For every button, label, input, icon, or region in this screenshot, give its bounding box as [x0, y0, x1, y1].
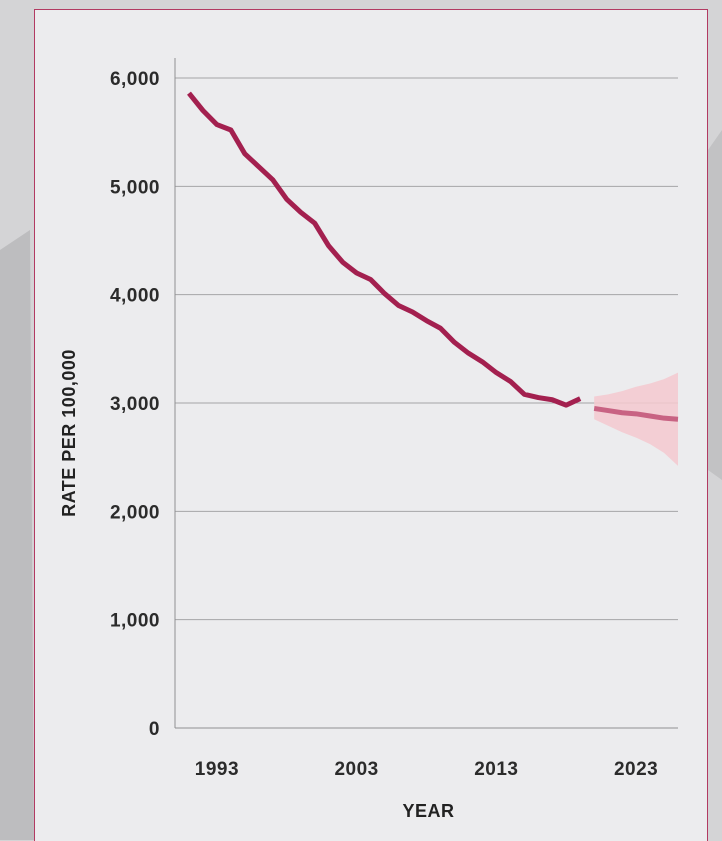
- x-axis-title: YEAR: [402, 801, 454, 821]
- y-tick-label: 2,000: [110, 502, 160, 523]
- x-tick-label: 2003: [334, 759, 378, 780]
- line-chart: 0 1,000 2,000 3,000 4,000 5,000 6,000 1993 2003…: [59, 58, 679, 821]
- observed-series-line: [187, 91, 582, 408]
- y-tick-labels: 0 1,000 2,000 3,000 4,000 5,000 6,000: [110, 69, 160, 740]
- y-tick-label: 4,000: [110, 286, 160, 307]
- x-tick-label: 1993: [195, 759, 239, 780]
- y-axis-title: RATE PER 100,000: [59, 349, 79, 517]
- projected-series-line: [593, 405, 679, 422]
- y-tick-label: 3,000: [110, 394, 160, 415]
- axes: [174, 58, 678, 729]
- projection-uncertainty-band: [594, 372, 678, 466]
- y-tick-label: 0: [149, 719, 160, 740]
- background-blob-right: [708, 130, 722, 480]
- x-tick-label: 2023: [614, 759, 658, 780]
- y-tick-label: 1,000: [110, 611, 160, 632]
- projection-band-layer: [594, 372, 678, 466]
- x-tick-label: 2013: [474, 759, 518, 780]
- y-tick-label: 5,000: [110, 177, 160, 198]
- y-tick-label: 6,000: [110, 69, 160, 90]
- chart-panel: 0 1,000 2,000 3,000 4,000 5,000 6,000 1993 2003…: [34, 9, 708, 841]
- background-blob-left: [0, 230, 34, 840]
- series-layer: [187, 91, 679, 422]
- x-tick-labels: 1993 2003 2013 2023: [195, 759, 658, 780]
